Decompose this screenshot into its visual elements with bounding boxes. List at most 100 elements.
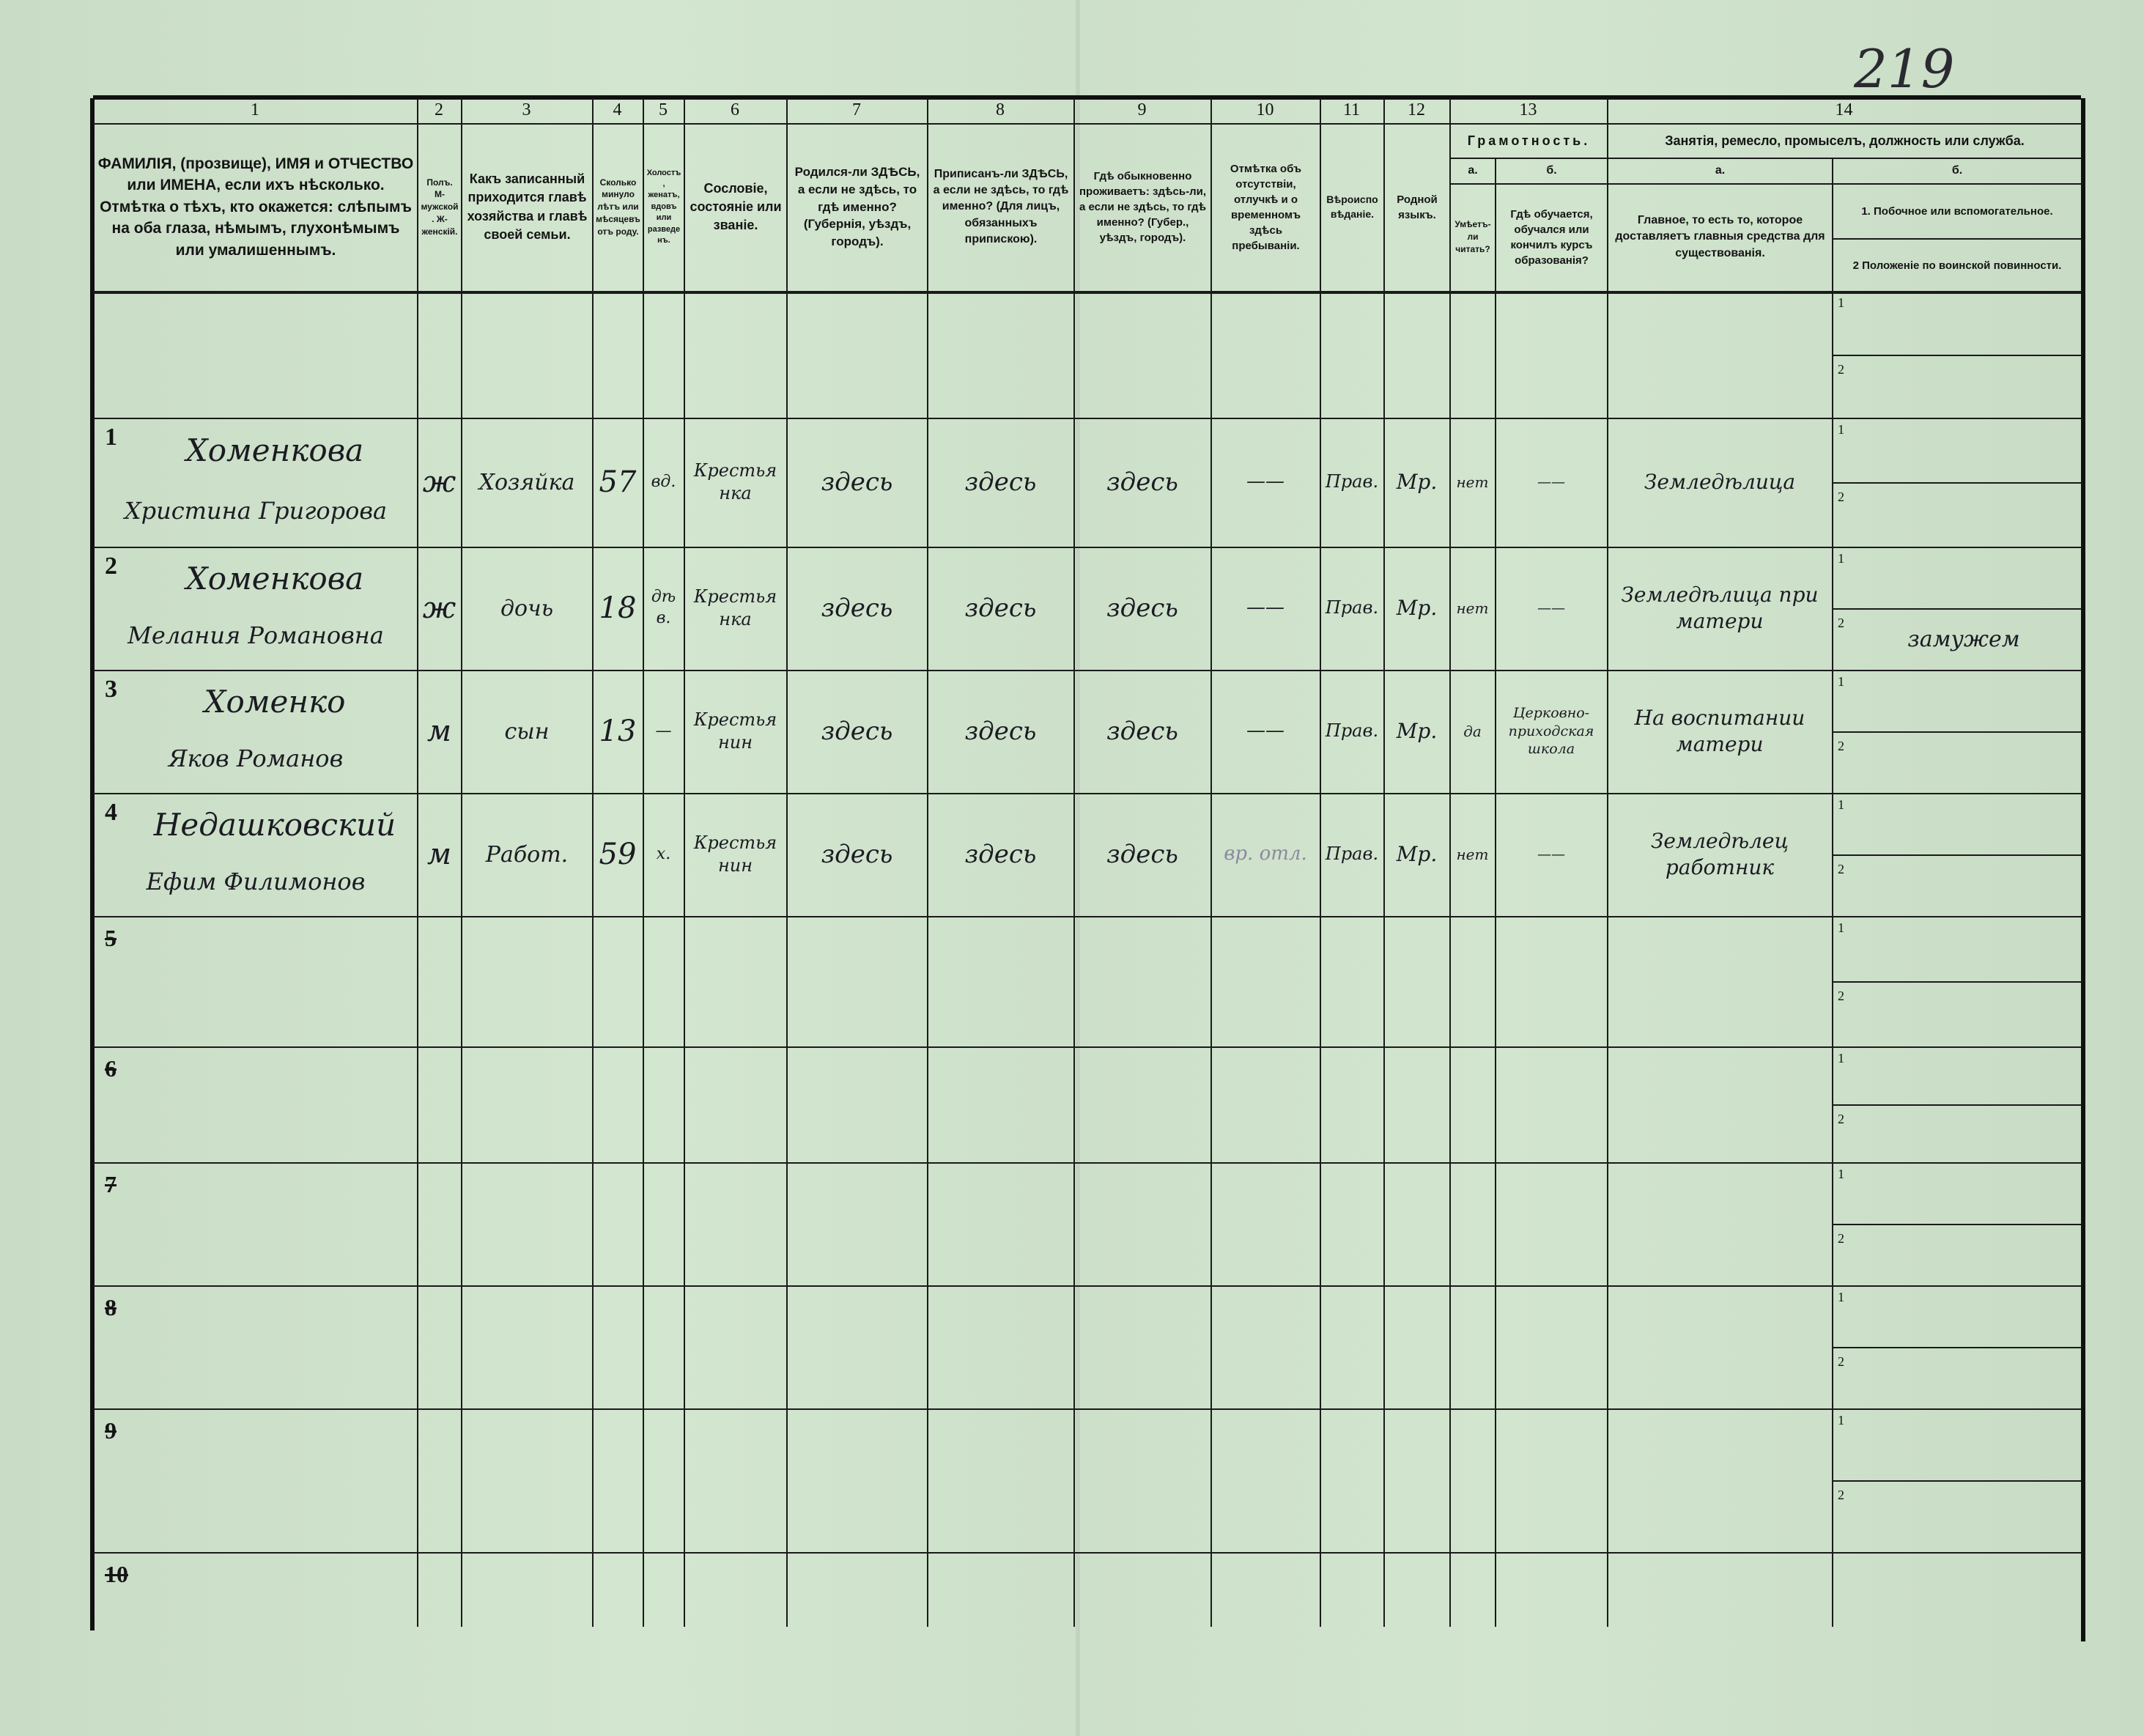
column-number: 3 [522, 100, 531, 120]
absence: —— [1246, 720, 1284, 742]
row-number-crossed: 7 [105, 1171, 117, 1197]
school: —— [1537, 473, 1565, 490]
column-number: 7 [852, 100, 861, 120]
resides: здесь [1106, 467, 1178, 497]
column-number: 2 [435, 100, 443, 120]
row-number: 2 [105, 553, 117, 580]
column-number: 11 [1342, 100, 1361, 120]
row-divider [93, 1162, 2081, 1164]
subrow-label: 2 [1838, 989, 1844, 1003]
subrow-label: 1 [1838, 797, 1844, 812]
column-divider [1832, 158, 1833, 1627]
relation: дочь [500, 595, 554, 621]
school: —— [1537, 599, 1565, 616]
header-col14a: Главное, то есть то, которое доставляетъ… [1615, 213, 1825, 259]
religion: Прав. [1325, 471, 1379, 492]
subrow-label: 2 [1838, 1354, 1844, 1369]
surname: Хоменко [204, 683, 346, 720]
column-number: 9 [1137, 100, 1147, 120]
literate: нет [1456, 846, 1489, 863]
subrow-label: 1 [1838, 1167, 1844, 1181]
age: 57 [599, 465, 637, 499]
header-col13b-letter: б. [1546, 164, 1557, 177]
row-number-crossed: 8 [105, 1294, 117, 1321]
header-col6: Сословіе, состояніе или званіе. [690, 180, 782, 233]
sex: м [426, 838, 452, 871]
literate: да [1463, 723, 1482, 740]
estate: Крестьянин [693, 709, 777, 753]
relation: Хозяйка [478, 469, 575, 495]
relation: сын [504, 718, 550, 745]
language: Мр. [1396, 469, 1438, 494]
row-divider [93, 1408, 2081, 1410]
column-divider [461, 98, 462, 1627]
header-col7: Родился-ли ЗДѢСЬ, а если не здѣсь, то гд… [794, 165, 920, 249]
header-col4: Сколько минуло лѣтъ или мѣсяцевъ отъ род… [596, 177, 640, 237]
sex: ж [422, 591, 456, 625]
header-col14-title: Занятія, ремесло, промыселъ, должность и… [1665, 133, 2025, 148]
estate: Крестьянин [693, 832, 777, 876]
subrow-divider [1832, 355, 2081, 356]
given-name: Ефим Филимонов [146, 868, 366, 896]
column-number: 12 [1408, 100, 1425, 120]
subrow-label: 1 [1838, 1290, 1844, 1304]
literate: нет [1456, 473, 1489, 491]
side-occupation [1854, 671, 2074, 730]
occupation: Земледѣлица при матери [1621, 582, 1819, 633]
subrow-label: 2 [1838, 1488, 1844, 1502]
row-divider [93, 793, 2081, 794]
estate: Крестьянка [693, 459, 777, 503]
column-divider [592, 98, 594, 1627]
header-group-divider [1449, 158, 2081, 159]
column-divider [927, 98, 928, 1627]
subrow-divider [1832, 1224, 2081, 1225]
row-number: 3 [105, 676, 117, 703]
column-number: 4 [613, 100, 622, 120]
subrow-divider [1832, 1347, 2081, 1348]
subrow-label: 1 [1838, 1413, 1844, 1427]
language: Мр. [1396, 595, 1438, 620]
resides: здесь [1106, 593, 1178, 623]
registered: здесь [964, 467, 1037, 497]
header-col14b-letter: б. [1951, 164, 1963, 177]
subrow-label: 1 [1838, 551, 1844, 566]
religion: Прав. [1325, 597, 1379, 618]
row-divider [93, 1046, 2081, 1048]
side-occupation [1854, 548, 2074, 607]
subrow-label: 1 [1838, 422, 1844, 437]
subrow-divider [1832, 482, 2081, 484]
column-divider [1073, 98, 1075, 1627]
side-occupation [1854, 794, 2074, 853]
row-number-crossed: 5 [105, 925, 117, 951]
column-number: 6 [731, 100, 739, 120]
surname: Хоменкова [185, 432, 364, 469]
school: —— [1537, 846, 1565, 863]
surname: Хоменкова [185, 560, 364, 596]
header-col11: Вѣроисповѣданіе. [1326, 193, 1378, 220]
given-name: Яков Романов [168, 745, 344, 773]
occupation: Земледѣлец работник [1650, 828, 1789, 879]
subrow-divider [1832, 1104, 2081, 1106]
column-divider [1449, 98, 1451, 1627]
header-col9: Гдѣ обыкновенно проживаетъ: здѣсь-ли, а … [1079, 170, 1207, 244]
header-col13a: Умѣетъ-ли читать? [1454, 219, 1491, 254]
subrow-label: 2 [1838, 739, 1844, 753]
given-name: Христина Григорова [124, 496, 388, 525]
subrow-divider [1832, 608, 2081, 610]
subrow-label: 1 [1838, 295, 1844, 310]
header-col3: Какъ записанный приходится главѣ хозяйст… [467, 171, 588, 242]
surname: Недашковский [153, 806, 396, 843]
column-number: 14 [1835, 100, 1853, 120]
occupation: Земледѣлица [1644, 469, 1796, 494]
header-letter-divider [1449, 183, 2081, 185]
literate: нет [1456, 599, 1489, 617]
age: 13 [599, 714, 637, 748]
header-14b-divider [1832, 238, 2081, 240]
military-status [1854, 484, 2074, 544]
column-divider [1607, 98, 1608, 1627]
resides: здесь [1106, 716, 1178, 746]
language: Мр. [1396, 718, 1438, 743]
subrow-label: 2 [1838, 616, 1844, 630]
column-divider [1320, 98, 1321, 1627]
sex: ж [422, 465, 456, 499]
